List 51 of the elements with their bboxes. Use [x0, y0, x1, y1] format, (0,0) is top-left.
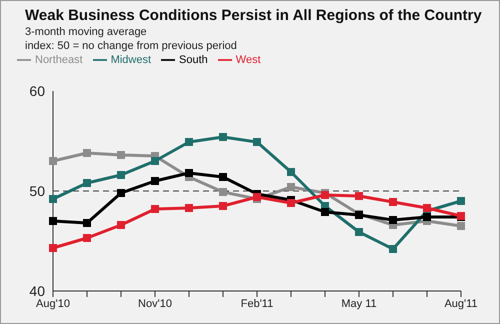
point — [219, 188, 227, 196]
point — [83, 179, 91, 187]
point — [219, 202, 227, 210]
x-tick-label: Aug'10 — [36, 298, 70, 310]
point — [49, 157, 57, 165]
point — [457, 222, 465, 230]
x-tick-label: Feb'11 — [240, 298, 274, 310]
point — [457, 197, 465, 205]
text: index: 50 = no change from previous period — [25, 39, 237, 53]
point — [185, 169, 193, 177]
point — [423, 213, 431, 221]
y-tick-label: 60 — [29, 82, 46, 99]
x-tick-label: Nov'10 — [138, 298, 172, 310]
point — [287, 199, 295, 207]
legend-label: West — [236, 54, 261, 66]
y-tick-label: 40 — [29, 282, 46, 299]
point — [423, 204, 431, 212]
legend-label: Northeast — [35, 54, 83, 66]
point — [253, 138, 261, 146]
point — [83, 219, 91, 227]
point — [49, 195, 57, 203]
point — [49, 244, 57, 252]
point — [287, 183, 295, 191]
point — [151, 177, 159, 185]
x-tick-label: Aug'11 — [444, 298, 478, 310]
point — [287, 168, 295, 176]
point — [185, 138, 193, 146]
point — [83, 149, 91, 157]
x-tick-label: May 11 — [341, 298, 377, 310]
point — [321, 208, 329, 216]
point — [185, 204, 193, 212]
point — [151, 157, 159, 165]
point — [389, 198, 397, 206]
point — [355, 192, 363, 200]
point — [117, 189, 125, 197]
point — [219, 133, 227, 141]
y-tick-label: 50 — [29, 182, 46, 199]
point — [389, 245, 397, 253]
point — [49, 217, 57, 225]
point — [219, 173, 227, 181]
chart-subtitle: 3-month moving average — [25, 25, 148, 39]
point — [117, 221, 125, 229]
point — [389, 216, 397, 224]
legend-label: Midwest — [110, 54, 152, 66]
point — [117, 151, 125, 159]
point — [355, 228, 363, 236]
chart-title: Weak Business Conditions Persist in All Regions of the Country — [25, 7, 482, 24]
point — [151, 205, 159, 213]
point — [117, 171, 125, 179]
legend-label: South — [179, 54, 208, 66]
point — [83, 234, 91, 242]
